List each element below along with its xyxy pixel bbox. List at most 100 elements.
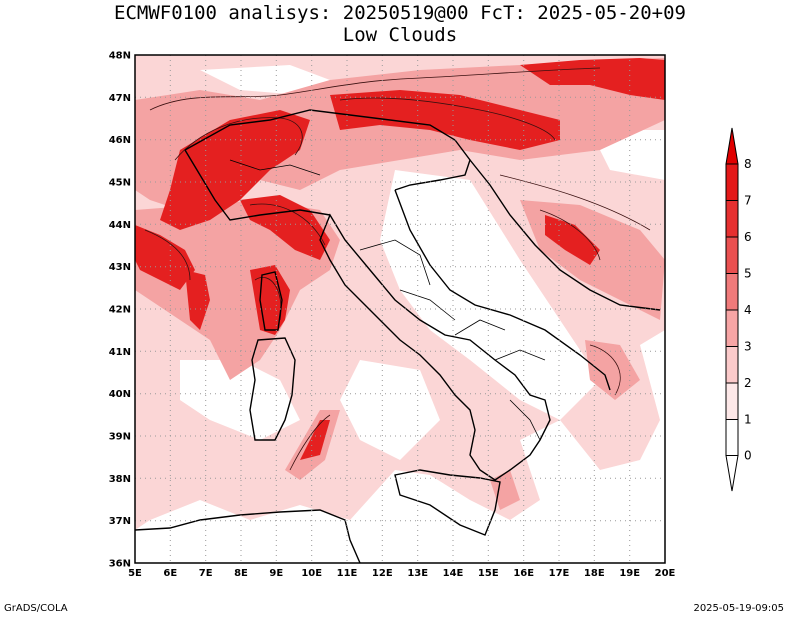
colorbar-label: 5	[744, 267, 752, 281]
cloud-field	[135, 55, 665, 563]
lat-label: 36N	[109, 559, 131, 570]
lat-label: 44N	[109, 220, 131, 231]
colorbar-label: 6	[744, 230, 752, 244]
lon-label: 18E	[584, 568, 605, 579]
coastlines	[135, 109, 661, 563]
cloud-area-dark	[160, 110, 310, 230]
footer-timestamp: 2025-05-19-09:05	[693, 603, 784, 614]
sicily-coastline	[394, 469, 501, 536]
colorbar-top-arrow	[725, 127, 739, 165]
lon-label: 7E	[199, 568, 213, 579]
north-border	[184, 109, 471, 191]
lat-label: 37N	[109, 516, 131, 527]
corsica-coastline	[259, 271, 283, 331]
cloud-area-light-2	[380, 170, 600, 420]
colorbar-label: 4	[744, 303, 752, 317]
colorbar-segment	[725, 346, 739, 384]
cloud-area-dark-2	[330, 90, 560, 150]
lat-label: 40N	[109, 389, 131, 400]
balkan-coast	[469, 159, 661, 311]
contour-line	[539, 209, 601, 261]
colorbar-segment	[725, 200, 739, 238]
regional-borders	[229, 159, 546, 441]
lon-label: 10E	[301, 568, 322, 579]
africa-coast	[135, 509, 361, 563]
region-border	[399, 289, 456, 321]
cloud-area-light-7	[200, 65, 330, 95]
footer-credit: GrADS/COLA	[4, 603, 68, 614]
lat-label: 42N	[109, 305, 131, 316]
lon-axis: 5E 6E 7E 8E 9E 10E 11E 12E 13E 14E 15E 1…	[128, 568, 675, 579]
title-line-1: ECMWF0100 analisys: 20250519@00 FcT: 202…	[114, 2, 686, 24]
contour-line	[499, 174, 651, 231]
lon-label: 8E	[234, 568, 248, 579]
lat-label: 48N	[109, 51, 131, 62]
colorbar-segment	[725, 163, 739, 201]
lat-label: 43N	[109, 262, 131, 273]
lon-label: 13E	[407, 568, 428, 579]
colorbar-segment	[725, 309, 739, 347]
contour-line	[249, 203, 326, 246]
cloud-area-dark-9	[300, 420, 330, 460]
colorbar-label: 2	[744, 376, 752, 390]
cloud-area-light-6	[135, 480, 665, 563]
lon-label: 17E	[549, 568, 570, 579]
region-border	[494, 349, 546, 361]
chart-title: ECMWF0100 analisys: 20250519@00 FcT: 202…	[0, 2, 800, 46]
colorbar-label: 8	[744, 157, 752, 171]
lat-label: 45N	[109, 178, 131, 189]
grid-lines	[135, 55, 665, 563]
contour-line	[144, 229, 191, 281]
contour-line	[149, 67, 601, 111]
france-border	[184, 149, 331, 221]
lat-label: 38N	[109, 474, 131, 485]
cloud-area-light-3	[180, 360, 300, 440]
lon-label: 6E	[163, 568, 177, 579]
colorbar: 8 7 6 5 4 3 2 1 0	[725, 127, 752, 492]
cloud-area-dark-8	[545, 215, 600, 265]
contour-line	[174, 117, 303, 161]
colorbar-label: 3	[744, 340, 752, 354]
cloud-area-dark-6	[185, 270, 210, 330]
lon-label: 20E	[655, 568, 676, 579]
lon-label: 16E	[513, 568, 534, 579]
italy-east-coast	[394, 189, 611, 391]
lat-label: 41N	[109, 347, 131, 358]
cloud-area-mid-6	[490, 470, 520, 510]
colorbar-segment	[725, 273, 739, 311]
region-border	[359, 239, 431, 286]
colorbar-segment	[725, 419, 739, 456]
region-border	[509, 399, 541, 441]
map-frame	[134, 54, 666, 564]
lat-label: 39N	[109, 432, 131, 443]
colorbar-bottom-arrow	[725, 455, 739, 492]
lon-label: 11E	[337, 568, 358, 579]
colorbar-label: 0	[744, 449, 752, 463]
lon-label: 12E	[372, 568, 393, 579]
colorbar-label: 1	[744, 413, 752, 427]
italy-coastline	[319, 213, 551, 481]
sardinia-coastline	[249, 337, 296, 441]
region-border	[229, 159, 321, 176]
contour-line	[289, 414, 331, 471]
lat-label: 47N	[109, 93, 131, 104]
lon-label: 19E	[619, 568, 640, 579]
lon-label: 5E	[128, 568, 142, 579]
colorbar-segment	[725, 382, 739, 420]
colorbar-label: 7	[744, 194, 752, 208]
contour-line	[339, 97, 556, 141]
title-line-2: Low Clouds	[342, 24, 458, 46]
lon-label: 14E	[443, 568, 464, 579]
lon-label: 15E	[478, 568, 499, 579]
cloud-area-mid-4	[585, 340, 640, 400]
lon-label: 9E	[269, 568, 283, 579]
cloud-area-dark-5	[135, 225, 195, 290]
lat-axis: 48N 47N 46N 45N 44N 43N 42N 41N 40N 39N …	[109, 51, 131, 570]
lat-label: 46N	[109, 135, 131, 146]
colorbar-segment	[725, 236, 739, 274]
cloud-area-dark-3	[520, 58, 665, 100]
region-border	[454, 319, 506, 336]
contour-line	[589, 344, 621, 396]
cloud-area-light-4	[340, 360, 440, 460]
